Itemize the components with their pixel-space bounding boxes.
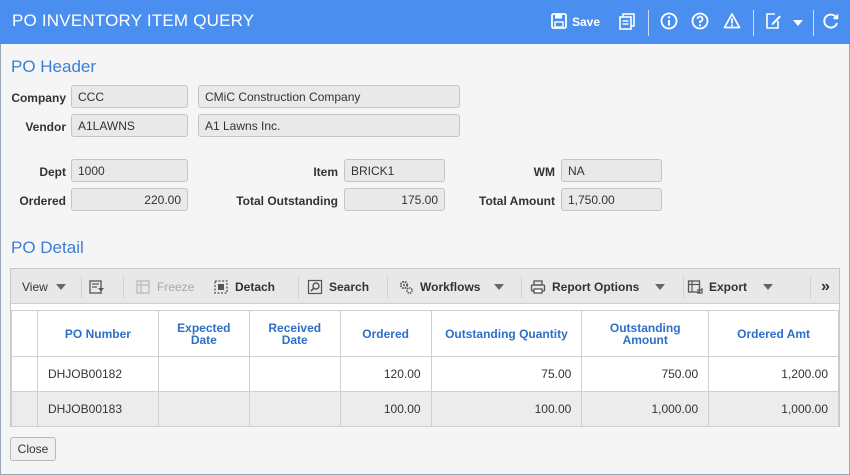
edit-icon[interactable] — [764, 12, 784, 32]
row-selector[interactable] — [11, 391, 38, 427]
table-row[interactable]: DHJOB00182 120.00 75.00 750.00 1,200.00 — [11, 356, 839, 392]
column-header-outstanding-quantity[interactable]: Outstanding Quantity — [430, 310, 583, 357]
company-code-field[interactable]: CCC — [71, 85, 188, 108]
column-header-expected-date[interactable]: Expected Date — [157, 310, 250, 357]
total-outstanding-field[interactable]: 175.00 — [344, 188, 445, 211]
filter-button[interactable] — [89, 269, 111, 304]
row-selector[interactable] — [11, 356, 38, 392]
vendor-label: Vendor — [25, 120, 66, 134]
save-button[interactable]: Save — [572, 15, 601, 29]
po-number-cell: DHJOB00183 — [36, 391, 159, 427]
outstanding-amount-cell: 750.00 — [581, 356, 710, 392]
column-header-po-number[interactable]: PO Number — [36, 310, 159, 357]
company-label: Company — [11, 91, 66, 105]
ordered-field[interactable]: 220.00 — [71, 188, 188, 211]
total-outstanding-label: Total Outstanding — [236, 194, 338, 208]
clipboard-icon[interactable] — [618, 12, 638, 32]
item-field[interactable]: BRICK1 — [344, 159, 445, 182]
item-label: Item — [313, 165, 338, 179]
view-menu[interactable]: View — [22, 269, 66, 304]
search-label: Search — [329, 279, 370, 294]
export-label: Export — [709, 279, 748, 294]
detach-icon — [213, 279, 229, 295]
search-button[interactable]: Search — [307, 269, 369, 304]
close-button[interactable]: Close — [10, 437, 56, 461]
help-icon[interactable] — [691, 12, 711, 32]
wm-label: WM — [533, 165, 555, 179]
workflow-gears-icon — [398, 279, 414, 295]
company-name-field[interactable]: CMiC Construction Company — [198, 85, 460, 108]
ordered-cell: 100.00 — [339, 391, 432, 427]
outstanding-quantity-cell: 75.00 — [430, 356, 583, 392]
row-selector-header — [11, 310, 38, 357]
expected-date-cell — [157, 391, 250, 427]
outstanding-amount-cell: 1,000.00 — [581, 391, 710, 427]
ordered-label: Ordered — [19, 194, 66, 208]
po-detail-title: PO Detail — [11, 238, 84, 257]
received-date-cell — [248, 391, 341, 427]
export-menu[interactable]: Export — [687, 269, 774, 304]
chevron-down-icon — [763, 283, 774, 290]
column-header-received-date[interactable]: Received Date — [248, 310, 341, 357]
report-options-label: Report Options — [552, 279, 640, 294]
info-icon[interactable] — [660, 12, 680, 32]
filter-list-icon — [89, 279, 105, 295]
ordered-cell: 120.00 — [339, 356, 432, 392]
column-header-outstanding-amount[interactable]: Outstanding Amount — [581, 310, 710, 357]
dept-field[interactable]: 1000 — [71, 159, 188, 182]
wm-field[interactable]: NA — [561, 159, 662, 182]
window-title: PO INVENTORY ITEM QUERY — [12, 11, 255, 30]
expected-date-cell — [157, 356, 250, 392]
refresh-icon[interactable] — [822, 12, 842, 32]
chevron-down-icon — [494, 283, 505, 290]
po-detail-table: PO Number Expected Date Received Date Or… — [11, 310, 839, 427]
more-toolbar-button[interactable]: » — [821, 277, 830, 295]
chevron-down-icon — [655, 283, 666, 290]
vendor-name-field[interactable]: A1 Lawns Inc. — [198, 114, 460, 137]
freeze-label: Freeze — [157, 279, 195, 294]
po-header-title: PO Header — [11, 57, 97, 76]
outstanding-quantity-cell: 100.00 — [430, 391, 583, 427]
po-number-cell: DHJOB00182 — [36, 356, 159, 392]
grid-toolbar: View Freeze Detach Search — [11, 269, 839, 304]
report-options-menu[interactable]: Report Options — [530, 269, 666, 304]
dept-label: Dept — [39, 165, 66, 179]
workflows-label: Workflows — [420, 279, 481, 294]
title-bar: PO INVENTORY ITEM QUERY Save — [0, 0, 850, 44]
total-amount-label: Total Amount — [479, 194, 555, 208]
column-header-ordered[interactable]: Ordered — [339, 310, 432, 357]
view-label: View — [22, 279, 48, 294]
detach-button[interactable]: Detach — [213, 269, 275, 304]
column-header-ordered-amt[interactable]: Ordered Amt — [708, 310, 839, 357]
vendor-code-field[interactable]: A1LAWNS — [71, 114, 188, 137]
freeze-button[interactable]: Freeze — [135, 269, 194, 304]
received-date-cell — [248, 356, 341, 392]
po-detail-grid: View Freeze Detach Search — [10, 268, 840, 427]
freeze-icon — [135, 279, 151, 295]
total-amount-field[interactable]: 1,750.00 — [561, 188, 662, 211]
dropdown-icon[interactable] — [792, 18, 812, 38]
search-icon — [307, 279, 323, 295]
table-row[interactable]: DHJOB00183 100.00 100.00 1,000.00 1,000.… — [11, 391, 839, 427]
save-icon[interactable] — [550, 12, 570, 32]
ordered-amt-cell: 1,000.00 — [708, 391, 839, 427]
detach-label: Detach — [235, 279, 276, 294]
table-header-row: PO Number Expected Date Received Date Or… — [11, 310, 839, 357]
chevron-down-icon — [55, 283, 66, 290]
printer-icon — [530, 279, 546, 295]
ordered-amt-cell: 1,200.00 — [708, 356, 839, 392]
export-table-icon — [687, 279, 703, 295]
warning-icon[interactable] — [723, 12, 743, 32]
workflows-menu[interactable]: Workflows — [398, 269, 505, 304]
